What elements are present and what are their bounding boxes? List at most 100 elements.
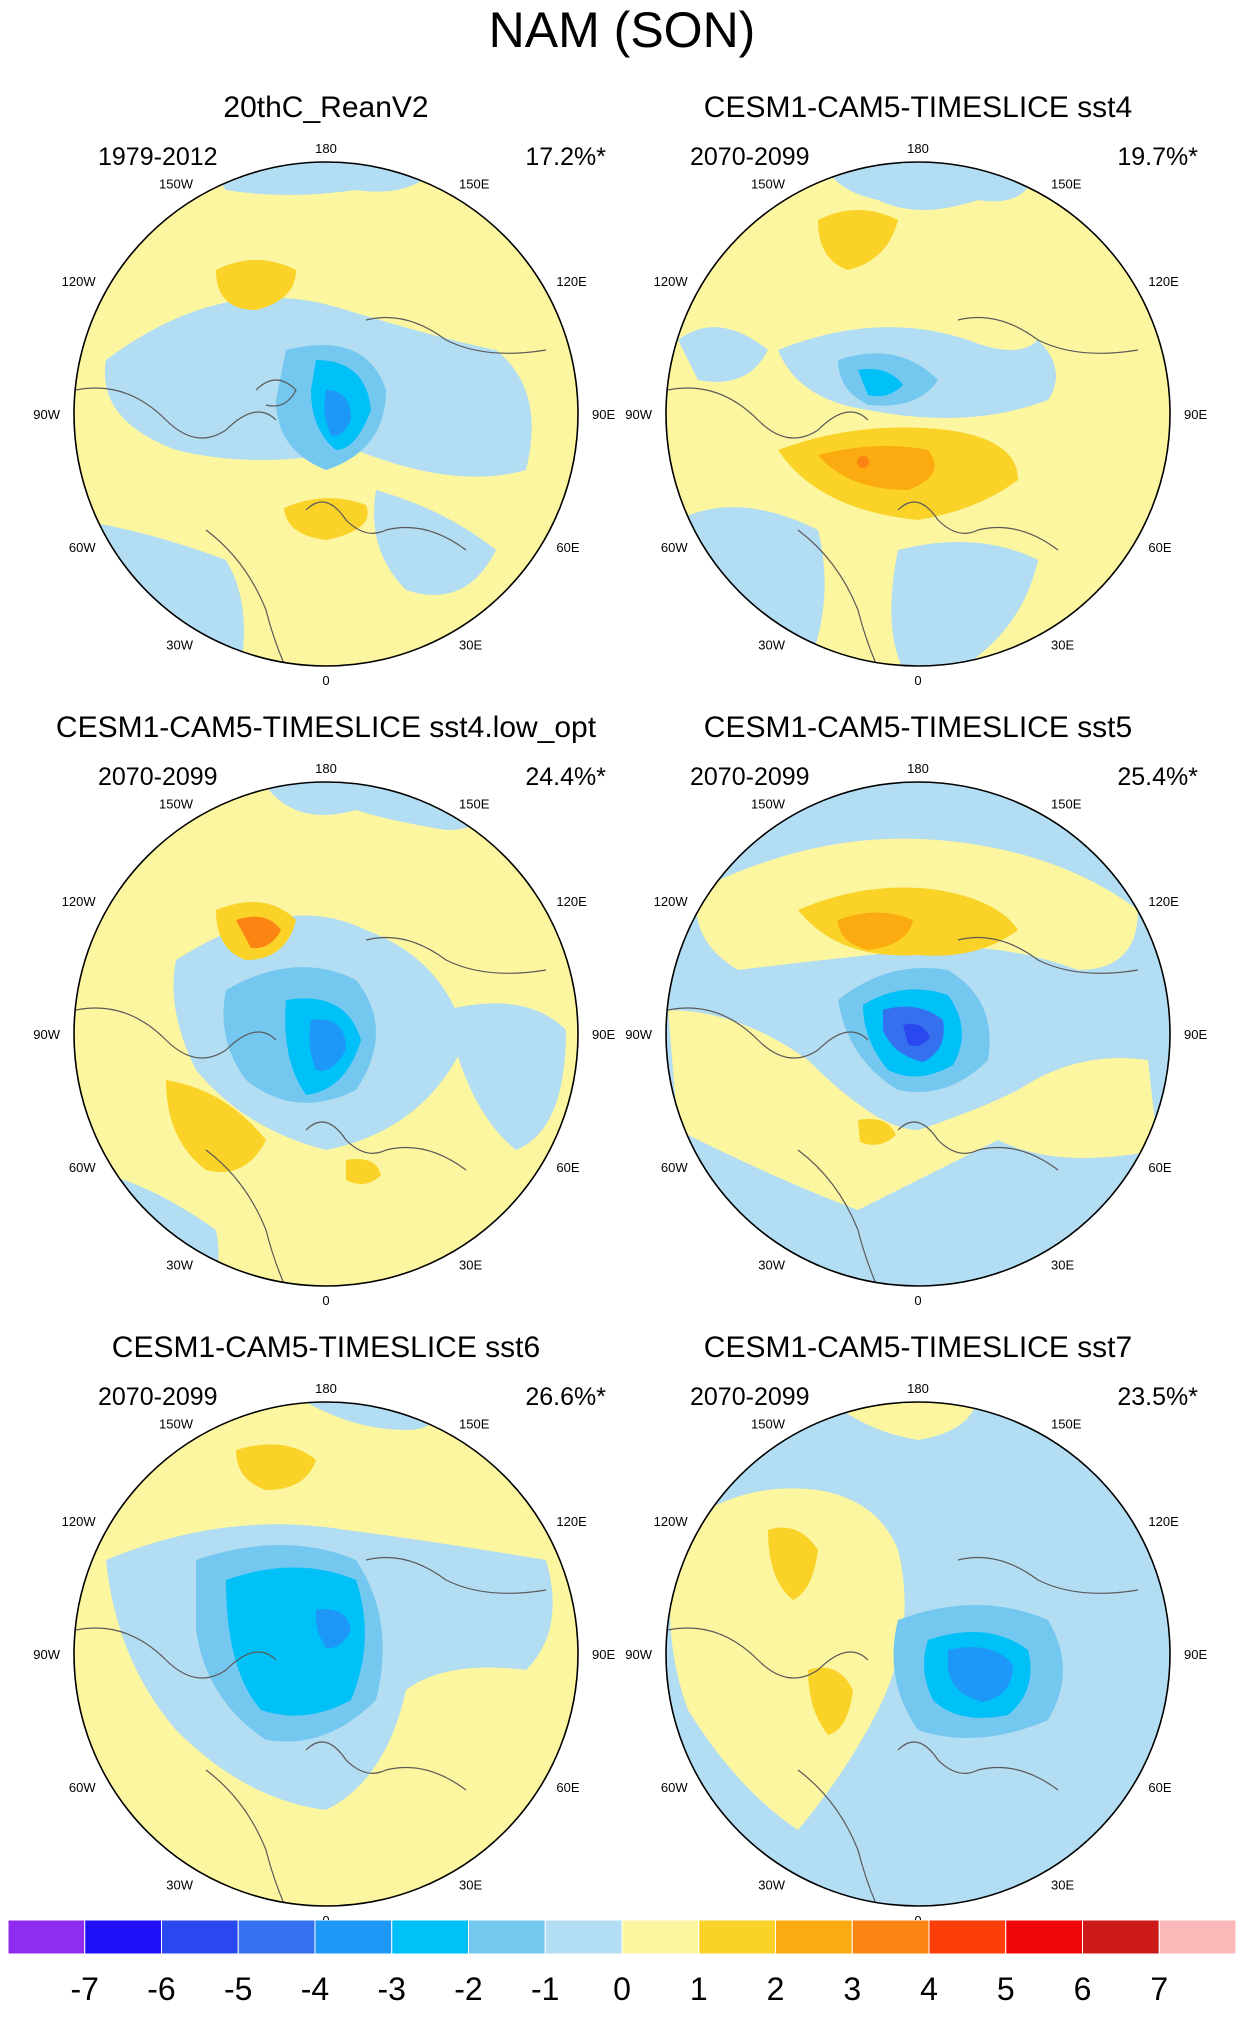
map-panel: CESM1-CAM5-TIMESLICE sst4 2070-2099 19.7… <box>618 90 1218 710</box>
panel-title: CESM1-CAM5-TIMESLICE sst6 <box>111 1331 541 1364</box>
colorbar-swatch <box>698 1920 776 1955</box>
panel-title: CESM1-CAM5-TIMESLICE sst7 <box>703 1331 1133 1364</box>
longitude-label: 60W <box>661 1780 688 1795</box>
longitude-label: 150E <box>459 797 490 812</box>
longitude-label: 90E <box>592 1647 615 1662</box>
colorbar-label: -7 <box>71 1971 99 2007</box>
variance-label: 17.2%* <box>525 143 606 171</box>
colorbar-swatch <box>468 1920 546 1955</box>
figure-title: NAM (SON) <box>488 2 756 58</box>
panel-title: CESM1-CAM5-TIMESLICE sst4.low_opt <box>55 711 597 744</box>
colorbar-swatch <box>8 1920 86 1955</box>
longitude-label: 150W <box>751 177 786 192</box>
longitude-label: 120E <box>1148 1514 1179 1529</box>
longitude-label: 180 <box>907 761 929 776</box>
colorbar-swatch <box>84 1920 162 1955</box>
colorbar-swatch <box>775 1920 853 1955</box>
longitude-label: 60E <box>1148 540 1171 555</box>
longitude-label: 120W <box>654 894 689 909</box>
map-panel: CESM1-CAM5-TIMESLICE sst7 2070-2099 23.5… <box>618 1330 1218 1950</box>
colorbar-label: -4 <box>301 1971 329 2007</box>
longitude-label: 120E <box>556 274 587 289</box>
colorbar-label: -6 <box>147 1971 175 2007</box>
longitude-label: 120E <box>556 894 587 909</box>
panel-title: CESM1-CAM5-TIMESLICE sst4 <box>703 91 1133 124</box>
longitude-label: 180 <box>907 141 929 156</box>
longitude-label: 60E <box>556 1780 579 1795</box>
colorbar-swatch <box>544 1920 623 1955</box>
period-label: 2070-2099 <box>98 1383 218 1411</box>
longitude-label: 30E <box>1051 1257 1074 1272</box>
longitude-label: 150W <box>159 177 194 192</box>
colorbar-label: 7 <box>1150 1971 1168 2007</box>
longitude-label: 0 <box>914 673 921 688</box>
longitude-label: 90W <box>625 1647 652 1662</box>
colorbar-swatch <box>928 1920 1007 1955</box>
colorbar-label: 0 <box>613 1971 631 2007</box>
longitude-label: 180 <box>315 1381 337 1396</box>
longitude-label: 30W <box>166 1877 193 1892</box>
variance-label: 26.6%* <box>525 1383 606 1411</box>
longitude-label: 60E <box>556 1160 579 1175</box>
period-label: 2070-2099 <box>690 763 810 791</box>
longitude-label: 120W <box>654 274 689 289</box>
colorbar-label: -1 <box>531 1971 559 2007</box>
longitude-label: 30E <box>459 1877 482 1892</box>
longitude-label: 150E <box>459 177 490 192</box>
longitude-label: 30W <box>758 1257 785 1272</box>
longitude-label: 0 <box>914 1293 921 1308</box>
colorbar-swatch <box>314 1920 393 1955</box>
variance-label: 23.5%* <box>1117 1383 1198 1411</box>
colorbar-swatch <box>161 1920 239 1955</box>
longitude-label: 150E <box>1051 177 1082 192</box>
colorbar-label: 3 <box>843 1971 861 2007</box>
longitude-label: 120W <box>62 894 97 909</box>
period-label: 2070-2099 <box>690 143 810 171</box>
longitude-label: 90W <box>33 1027 60 1042</box>
longitude-label: 90E <box>1184 407 1207 422</box>
colorbar-swatch <box>1082 1920 1160 1955</box>
colorbar-label: 2 <box>767 1971 785 2007</box>
map-panel: 20thC_ReanV2 1979-2012 17.2%* 180 150E 120 <box>26 90 626 710</box>
colorbar-svg: -7 -6 -5 -4 -3 -2 -1 0 1 2 3 4 5 6 7 <box>8 1920 1236 2007</box>
longitude-label: 150W <box>159 797 194 812</box>
longitude-label: 150W <box>751 797 786 812</box>
period-label: 2070-2099 <box>98 763 218 791</box>
longitude-label: 60W <box>69 540 96 555</box>
longitude-label: 120E <box>1148 274 1179 289</box>
longitude-label: 60W <box>661 1160 688 1175</box>
longitude-label: 180 <box>315 761 337 776</box>
colorbar-swatch <box>621 1920 700 1955</box>
colorbar-label: -5 <box>224 1971 252 2007</box>
longitude-label: 30W <box>166 1257 193 1272</box>
longitude-label: 120E <box>1148 894 1179 909</box>
colorbar-label: 6 <box>1074 1971 1092 2007</box>
longitude-label: 180 <box>907 1381 929 1396</box>
period-label: 1979-2012 <box>98 143 218 171</box>
colorbar-swatch <box>391 1920 469 1955</box>
colorbar-label: 5 <box>997 1971 1015 2007</box>
longitude-label: 30W <box>166 637 193 652</box>
longitude-label: 90E <box>592 407 615 422</box>
longitude-label: 90E <box>1184 1647 1207 1662</box>
longitude-label: 90E <box>592 1027 615 1042</box>
map-panel: CESM1-CAM5-TIMESLICE sst4.low_opt 2070-2… <box>26 710 626 1330</box>
longitude-label: 90E <box>1184 1027 1207 1042</box>
colorbar-swatch <box>851 1920 930 1955</box>
panel-title: CESM1-CAM5-TIMESLICE sst5 <box>703 711 1133 744</box>
longitude-label: 0 <box>322 1293 329 1308</box>
longitude-label: 150E <box>1051 797 1082 812</box>
colorbar-label: -2 <box>454 1971 482 2007</box>
longitude-label: 90W <box>33 1647 60 1662</box>
longitude-label: 0 <box>322 673 329 688</box>
longitude-label: 60E <box>556 540 579 555</box>
colorbar-swatch <box>1005 1920 1083 1955</box>
longitude-label: 30W <box>758 1877 785 1892</box>
longitude-label: 150E <box>1051 1417 1082 1432</box>
